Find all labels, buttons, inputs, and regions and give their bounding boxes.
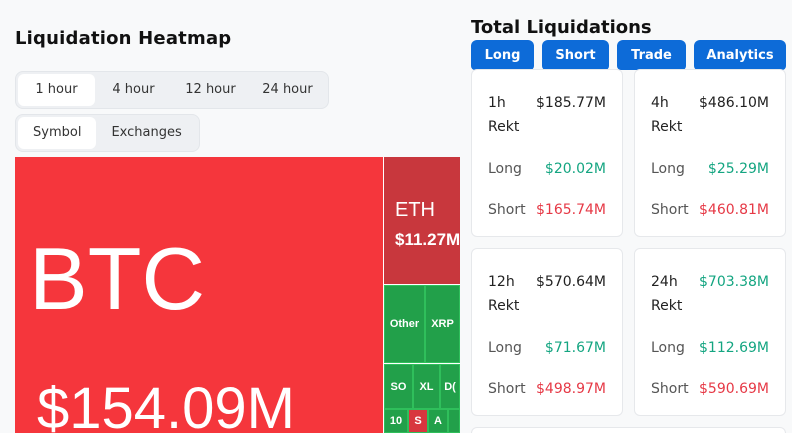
- card-total: $185.77M: [536, 95, 606, 111]
- tab-trade[interactable]: Trade: [617, 40, 686, 70]
- tile-value: $11.27M: [395, 230, 460, 249]
- time-option-12h[interactable]: 12 hour: [185, 82, 236, 97]
- view-option-exchanges[interactable]: Exchanges: [111, 125, 182, 140]
- tile-symbol: XL: [419, 380, 434, 393]
- card-short-value: $460.81M: [699, 202, 769, 218]
- card-short-value: $165.74M: [536, 202, 606, 218]
- card-total: $703.38M: [699, 274, 769, 290]
- card-rekt-label: Rekt: [488, 298, 520, 314]
- time-option-1h[interactable]: 1 hour: [18, 74, 95, 106]
- view-option-symbol[interactable]: Symbol: [18, 117, 97, 149]
- tile-symbol: BTC: [29, 229, 205, 328]
- time-option-24h[interactable]: 24 hour: [262, 82, 313, 97]
- liquidation-card-partial: [471, 427, 786, 433]
- liquidation-card-1h: 1h Rekt $185.77M Long $20.02M Short $165…: [471, 69, 623, 237]
- card-period: 1h: [488, 95, 506, 111]
- card-long-value: $112.69M: [699, 340, 769, 356]
- card-short-label: Short: [488, 381, 526, 397]
- time-range-selector: 1 hour 4 hour 12 hour 24 hour: [15, 71, 329, 109]
- tab-short[interactable]: Short: [542, 40, 609, 70]
- card-long-value: $20.02M: [544, 161, 606, 177]
- card-rekt-label: Rekt: [651, 298, 683, 314]
- tile-value: $154.09M: [37, 376, 295, 433]
- liquidation-heatmap: BTC $154.09M ETH $11.27M Other XRP SO XL…: [15, 157, 460, 433]
- card-total: $486.10M: [699, 95, 769, 111]
- heatmap-tile-10[interactable]: 10: [384, 409, 408, 433]
- tile-symbol: A: [434, 415, 442, 427]
- card-long-label: Long: [488, 340, 522, 356]
- tile-symbol: ETH: [395, 199, 435, 221]
- heatmap-tile-xrp[interactable]: XRP: [425, 285, 460, 363]
- heatmap-tile-other[interactable]: Other: [384, 285, 425, 363]
- card-short-label: Short: [651, 381, 689, 397]
- heatmap-tile-misc[interactable]: [448, 409, 460, 433]
- view-mode-selector: Symbol Exchanges: [15, 114, 200, 152]
- tile-symbol: 10: [389, 415, 403, 427]
- card-total: $570.64M: [536, 274, 606, 290]
- liquidation-card-4h: 4h Rekt $486.10M Long $25.29M Short $460…: [634, 69, 786, 237]
- card-rekt-label: Rekt: [488, 119, 520, 135]
- tab-analytics[interactable]: Analytics: [694, 40, 786, 70]
- card-short-label: Short: [488, 202, 526, 218]
- card-long-label: Long: [651, 340, 685, 356]
- heatmap-tile-s[interactable]: S: [408, 409, 428, 433]
- heatmap-tile-a[interactable]: A: [428, 409, 448, 433]
- time-option-4h[interactable]: 4 hour: [112, 82, 155, 97]
- card-long-label: Long: [651, 161, 685, 177]
- tile-symbol: Other: [389, 318, 420, 330]
- tile-symbol: S: [414, 415, 422, 427]
- tile-symbol: D(: [444, 380, 456, 393]
- tab-long[interactable]: Long: [471, 40, 534, 70]
- card-short-value: $498.97M: [536, 381, 606, 397]
- card-short-value: $590.69M: [699, 381, 769, 397]
- heatmap-title: Liquidation Heatmap: [15, 28, 232, 49]
- heatmap-tile-sol[interactable]: SO: [384, 364, 413, 409]
- card-period: 12h: [488, 274, 515, 290]
- card-long-value: $25.29M: [707, 161, 769, 177]
- card-short-label: Short: [651, 202, 689, 218]
- liquidation-card-24h: 24h Rekt $703.38M Long $112.69M Short $5…: [634, 248, 786, 416]
- heatmap-tile-btc[interactable]: BTC $154.09M: [15, 157, 383, 433]
- tile-symbol: XRP: [431, 318, 454, 330]
- total-liquidations-title: Total Liquidations: [471, 17, 652, 38]
- card-long-value: $71.67M: [544, 340, 606, 356]
- card-rekt-label: Rekt: [651, 119, 683, 135]
- heatmap-tile-eth[interactable]: ETH $11.27M: [384, 157, 460, 284]
- card-period: 24h: [651, 274, 678, 290]
- card-period: 4h: [651, 95, 669, 111]
- tile-symbol: SO: [390, 380, 407, 393]
- liquidation-card-12h: 12h Rekt $570.64M Long $71.67M Short $49…: [471, 248, 623, 416]
- card-long-label: Long: [488, 161, 522, 177]
- heatmap-tile-xlm[interactable]: XL: [413, 364, 440, 409]
- heatmap-tile-doge[interactable]: D(: [440, 364, 460, 409]
